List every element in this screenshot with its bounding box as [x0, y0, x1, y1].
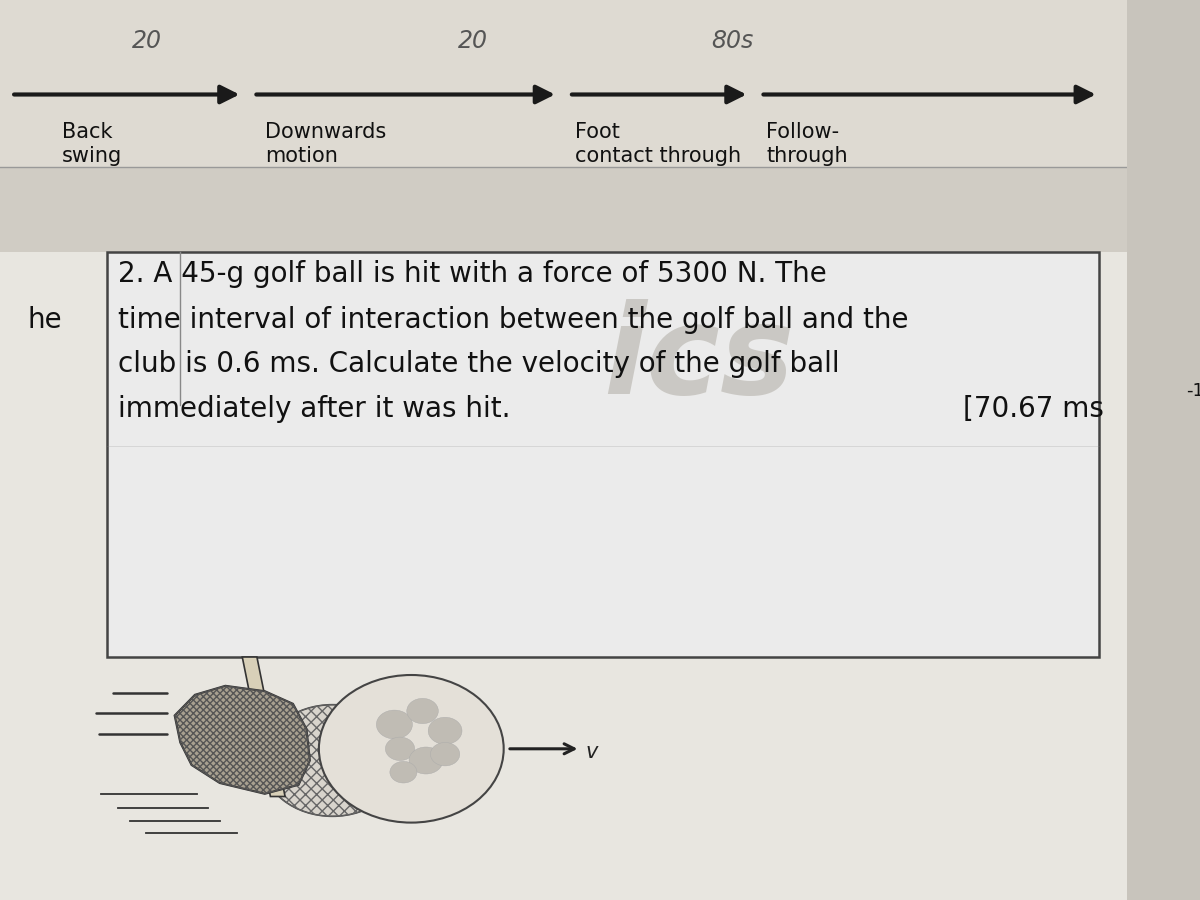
Text: Downwards
motion: Downwards motion — [265, 122, 386, 166]
FancyBboxPatch shape — [107, 252, 1099, 657]
Text: Follow-
through: Follow- through — [767, 122, 848, 166]
Polygon shape — [242, 657, 286, 796]
Circle shape — [390, 761, 416, 783]
Text: 20: 20 — [458, 29, 488, 52]
Circle shape — [409, 747, 443, 774]
Text: Back
swing: Back swing — [62, 122, 122, 166]
Circle shape — [263, 705, 402, 816]
Text: 2. A 45-g golf ball is hit with a force of 5300 N. The: 2. A 45-g golf ball is hit with a force … — [119, 260, 827, 289]
Circle shape — [385, 737, 415, 760]
Polygon shape — [175, 686, 310, 794]
Text: 80s: 80s — [712, 29, 754, 52]
Text: ics: ics — [602, 300, 794, 420]
FancyBboxPatch shape — [0, 166, 1127, 252]
Circle shape — [407, 698, 438, 724]
FancyBboxPatch shape — [0, 0, 1127, 166]
FancyBboxPatch shape — [0, 0, 1127, 900]
Text: Foot
contact through: Foot contact through — [575, 122, 740, 166]
Text: immediately after it was hit.: immediately after it was hit. — [119, 395, 511, 424]
Text: 20: 20 — [132, 29, 162, 52]
Text: [70.67 ms: [70.67 ms — [964, 395, 1104, 424]
Circle shape — [377, 710, 413, 739]
Text: -1: -1 — [1187, 382, 1200, 400]
Text: he: he — [28, 305, 62, 334]
Circle shape — [428, 717, 462, 744]
Circle shape — [319, 675, 504, 823]
Circle shape — [431, 742, 460, 766]
Text: time interval of interaction between the golf ball and the: time interval of interaction between the… — [119, 305, 908, 334]
Text: club is 0.6 ms. Calculate the velocity of the golf ball: club is 0.6 ms. Calculate the velocity o… — [119, 350, 840, 379]
Text: v: v — [586, 742, 599, 761]
